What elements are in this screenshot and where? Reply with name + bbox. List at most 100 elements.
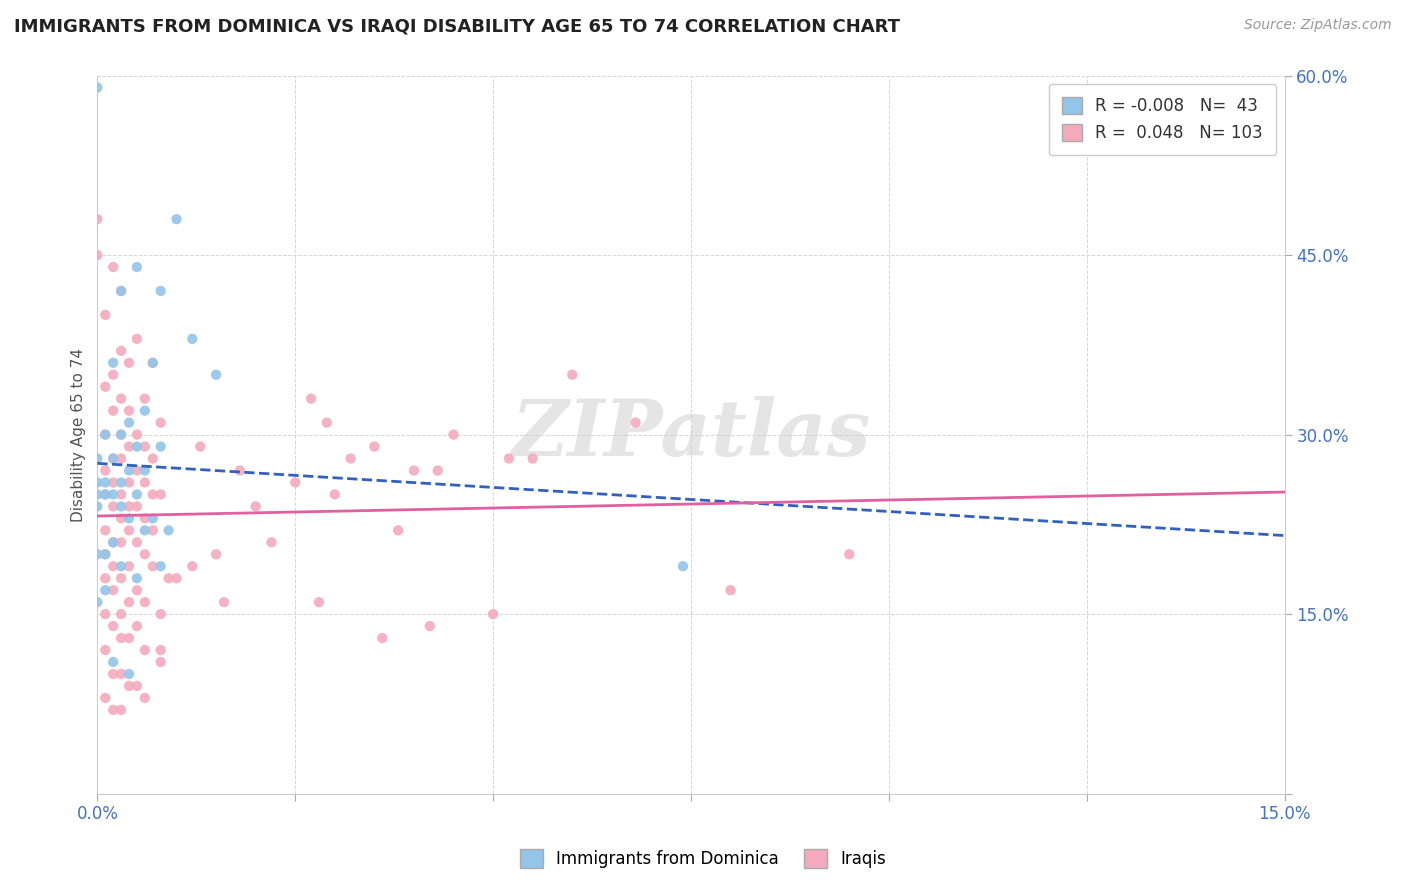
Point [125, 500, 148, 514]
Point [134, 475, 156, 490]
Point [94, 308, 117, 322]
Point [118, 500, 141, 514]
Point [125, 440, 148, 454]
Text: ZIPatlas: ZIPatlas [512, 396, 870, 473]
Point [522, 451, 544, 466]
Point [142, 356, 165, 370]
Point [125, 619, 148, 633]
Point [94, 463, 117, 477]
Point [110, 451, 132, 466]
Point [229, 463, 252, 477]
Point [118, 559, 141, 574]
Point [134, 595, 156, 609]
Point [118, 403, 141, 417]
Point [142, 487, 165, 501]
Point [101, 655, 124, 669]
Legend: Immigrants from Dominica, Iraqis: Immigrants from Dominica, Iraqis [513, 842, 893, 875]
Point [118, 475, 141, 490]
Point [142, 511, 165, 525]
Point [110, 559, 132, 574]
Point [101, 487, 124, 501]
Point [101, 260, 124, 274]
Point [181, 559, 204, 574]
Point [125, 487, 148, 501]
Point [101, 703, 124, 717]
Point [118, 595, 141, 609]
Legend: R = -0.008   N=  43, R =  0.048   N= 103: R = -0.008 N= 43, R = 0.048 N= 103 [1049, 84, 1277, 155]
Point [323, 487, 346, 501]
Point [118, 511, 141, 525]
Point [838, 547, 860, 561]
Point [86, 248, 108, 262]
Point [86, 500, 108, 514]
Point [101, 535, 124, 549]
Point [205, 368, 228, 382]
Point [134, 392, 156, 406]
Point [134, 643, 156, 657]
Point [118, 679, 141, 693]
Point [110, 571, 132, 585]
Point [110, 631, 132, 645]
Point [101, 475, 124, 490]
Point [166, 212, 188, 227]
Point [308, 595, 330, 609]
Point [212, 595, 235, 609]
Point [94, 583, 117, 598]
Point [110, 511, 132, 525]
Point [125, 463, 148, 477]
Point [110, 343, 132, 358]
Point [149, 655, 172, 669]
Point [94, 571, 117, 585]
Point [118, 440, 141, 454]
Point [101, 356, 124, 370]
Point [110, 427, 132, 442]
Point [94, 487, 117, 501]
Point [86, 487, 108, 501]
Point [94, 643, 117, 657]
Point [149, 487, 172, 501]
Point [125, 679, 148, 693]
Point [110, 392, 132, 406]
Point [149, 559, 172, 574]
Point [110, 284, 132, 298]
Point [205, 547, 228, 561]
Point [125, 427, 148, 442]
Point [363, 440, 385, 454]
Point [149, 284, 172, 298]
Point [118, 631, 141, 645]
Point [125, 260, 148, 274]
Point [142, 356, 165, 370]
Point [110, 667, 132, 681]
Point [101, 403, 124, 417]
Point [110, 607, 132, 621]
Point [371, 631, 394, 645]
Point [101, 368, 124, 382]
Point [149, 643, 172, 657]
Point [149, 416, 172, 430]
Point [101, 535, 124, 549]
Point [157, 571, 180, 585]
Point [134, 440, 156, 454]
Point [110, 703, 132, 717]
Point [125, 583, 148, 598]
Point [443, 427, 465, 442]
Point [157, 524, 180, 538]
Point [624, 416, 647, 430]
Text: IMMIGRANTS FROM DOMINICA VS IRAQI DISABILITY AGE 65 TO 74 CORRELATION CHART: IMMIGRANTS FROM DOMINICA VS IRAQI DISABI… [14, 18, 900, 36]
Point [142, 559, 165, 574]
Point [101, 500, 124, 514]
Point [110, 487, 132, 501]
Point [720, 583, 742, 598]
Point [118, 667, 141, 681]
Point [110, 284, 132, 298]
Point [134, 463, 156, 477]
Point [110, 427, 132, 442]
Point [188, 440, 211, 454]
Point [94, 427, 117, 442]
Point [86, 475, 108, 490]
Point [94, 690, 117, 705]
Point [118, 463, 141, 477]
Point [86, 595, 108, 609]
Point [125, 535, 148, 549]
Point [94, 524, 117, 538]
